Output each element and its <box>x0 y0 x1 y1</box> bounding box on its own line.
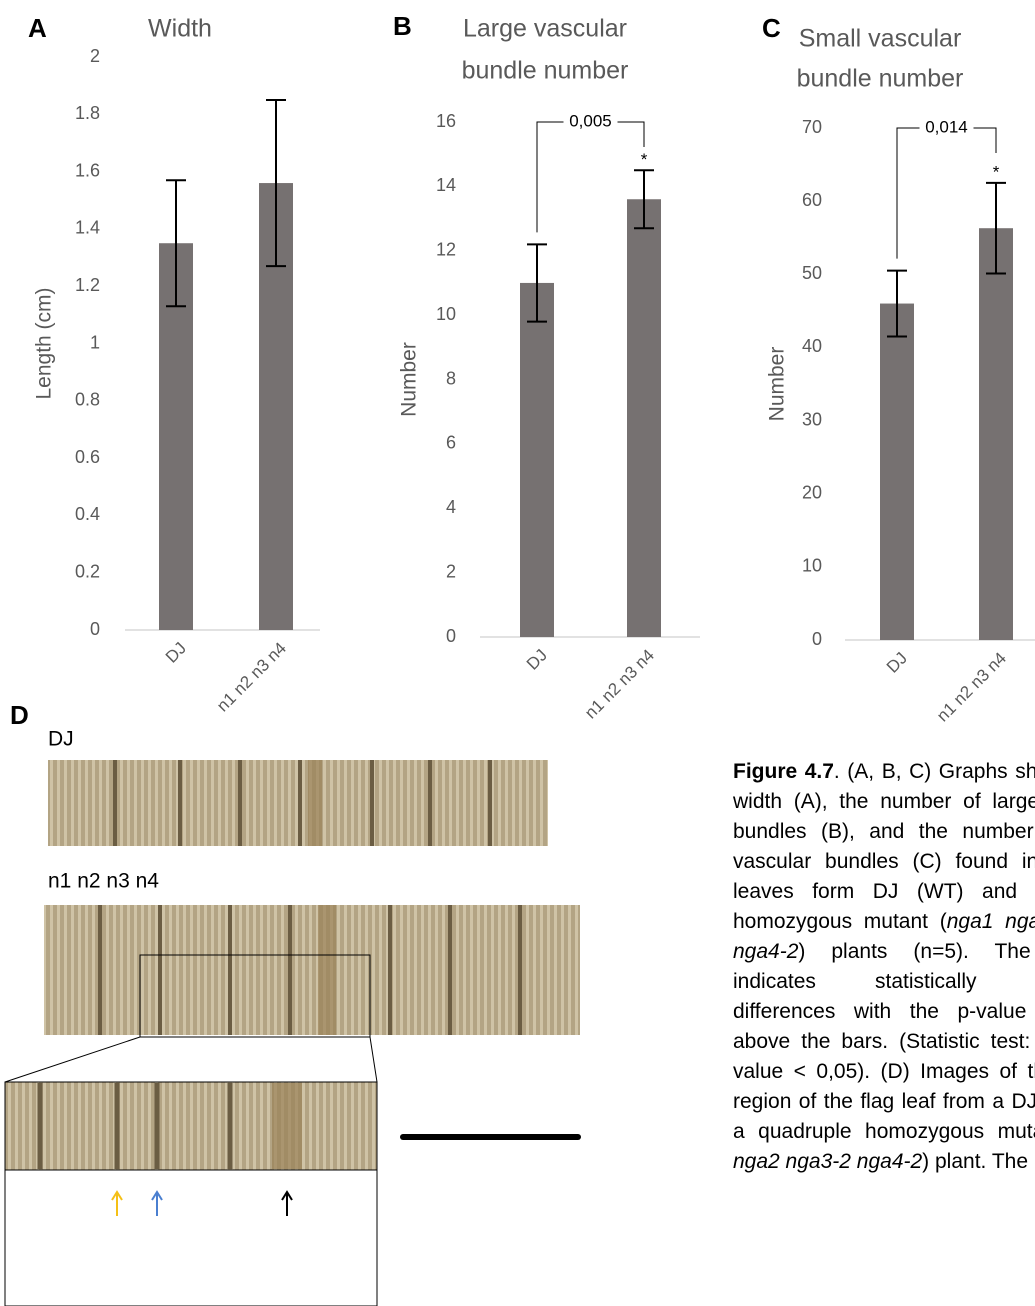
chart-title: Width <box>148 15 212 43</box>
caption-run: Figure 4.7 <box>733 760 834 783</box>
leaf-mutant <box>44 905 580 1035</box>
y-tick-label: 1 <box>90 332 100 352</box>
significance-label: 0,014 <box>925 117 968 136</box>
error-bar <box>527 243 547 323</box>
y-tick-label: 30 <box>802 409 822 429</box>
chart-title: bundle number <box>797 65 964 93</box>
y-tick-label: 0.8 <box>75 390 100 410</box>
error-bar <box>634 169 654 230</box>
x-tick-label: n1 n2 n3 n4 <box>213 639 290 716</box>
veins <box>37 1083 233 1169</box>
error-bar <box>986 181 1006 275</box>
y-tick-label: 1.2 <box>75 275 100 295</box>
chart-title: bundle number <box>462 57 629 85</box>
caption-clip: Figure 4.7. (A, B, C) Graphs showing the… <box>733 757 1035 1306</box>
caption-run: ) plant. The <box>922 1150 1029 1173</box>
y-tick-label: 12 <box>436 240 456 260</box>
caption: Figure 4.7. (A, B, C) Graphs showing the… <box>733 757 1035 1177</box>
veins <box>98 905 522 1035</box>
panel-letter: D <box>10 700 29 730</box>
bar <box>159 243 193 630</box>
y-tick-label: 16 <box>436 111 456 131</box>
y-axis-label: Number <box>766 347 789 422</box>
y-tick-label: 0.2 <box>75 561 100 581</box>
y-tick-label: 14 <box>436 175 456 195</box>
y-tick-label: 0.6 <box>75 447 100 467</box>
y-tick-label: 40 <box>802 336 822 356</box>
chart-title: Small vascular <box>799 25 962 53</box>
label-bg <box>563 112 618 132</box>
y-axis-label: Length (cm) <box>33 287 56 399</box>
y-tick-label: 0 <box>90 619 100 639</box>
leaf-images <box>4 760 581 1306</box>
x-tick-label: n1 n2 n3 n4 <box>581 646 658 723</box>
bar <box>979 228 1013 640</box>
y-tick-label: 4 <box>446 497 456 517</box>
caption-run: nga1 nga2 nga3-2 nga4-2 <box>733 1150 923 1173</box>
y-tick-label: 0.4 <box>75 504 100 524</box>
y-tick-label: 2 <box>446 561 456 581</box>
y-tick-label: 6 <box>446 433 456 453</box>
y-tick-label: 60 <box>802 190 822 210</box>
x-tick-label: n1 n2 n3 n4 <box>933 649 1010 726</box>
y-tick-label: 0 <box>446 626 456 646</box>
x-tick-label: DJ <box>883 649 911 677</box>
x-tick-label: DJ <box>523 646 551 674</box>
y-tick-label: 70 <box>802 117 822 137</box>
panel-letter: A <box>28 13 47 43</box>
y-tick-label: 1.4 <box>75 218 100 238</box>
image-label: DJ <box>48 728 74 751</box>
caption-run: nga1 nga2 nga3-2 nga4-2 <box>733 910 1035 963</box>
y-axis-label: Number <box>398 342 421 417</box>
panel-letter: C <box>762 13 781 43</box>
zoom-frame <box>4 1169 378 1306</box>
significance-marker: * <box>993 162 1000 181</box>
significance-label: 0,005 <box>569 111 612 130</box>
midrib <box>272 1083 302 1169</box>
x-tick-label: DJ <box>162 639 190 667</box>
significance-marker: * <box>641 150 648 169</box>
image-label: n1 n2 n3 n4 <box>48 870 159 893</box>
zoom-line <box>4 1036 141 1083</box>
y-tick-label: 10 <box>436 304 456 324</box>
y-tick-label: 8 <box>446 368 456 388</box>
zoom-line <box>369 1036 378 1083</box>
y-tick-label: 20 <box>802 482 822 502</box>
y-tick-label: 2 <box>90 46 100 66</box>
y-tick-label: 0 <box>812 629 822 649</box>
caption-run: . (A, B, C) Graphs showing the width (A)… <box>733 760 1035 933</box>
error-bar <box>887 269 907 338</box>
leaf-zoom <box>4 1081 378 1171</box>
midrib <box>318 905 336 1035</box>
y-tick-label: 10 <box>802 556 822 576</box>
zoom-region <box>139 954 371 1038</box>
label-bg <box>919 118 974 138</box>
panel-letter: B <box>393 11 412 41</box>
y-tick-label: 1.8 <box>75 103 100 123</box>
chart-title: Large vascular <box>463 15 627 43</box>
midrib <box>308 760 322 846</box>
y-tick-label: 1.6 <box>75 160 100 180</box>
arrows <box>111 1190 293 1216</box>
caption-run: ) plants (n=5). The asterisk indicates s… <box>733 940 1035 1143</box>
veins <box>113 760 492 846</box>
bar <box>520 282 554 637</box>
y-tick-label: 50 <box>802 263 822 283</box>
error-bar <box>266 98 286 268</box>
error-bar <box>166 179 186 308</box>
bar <box>880 303 914 640</box>
bar <box>627 199 661 637</box>
